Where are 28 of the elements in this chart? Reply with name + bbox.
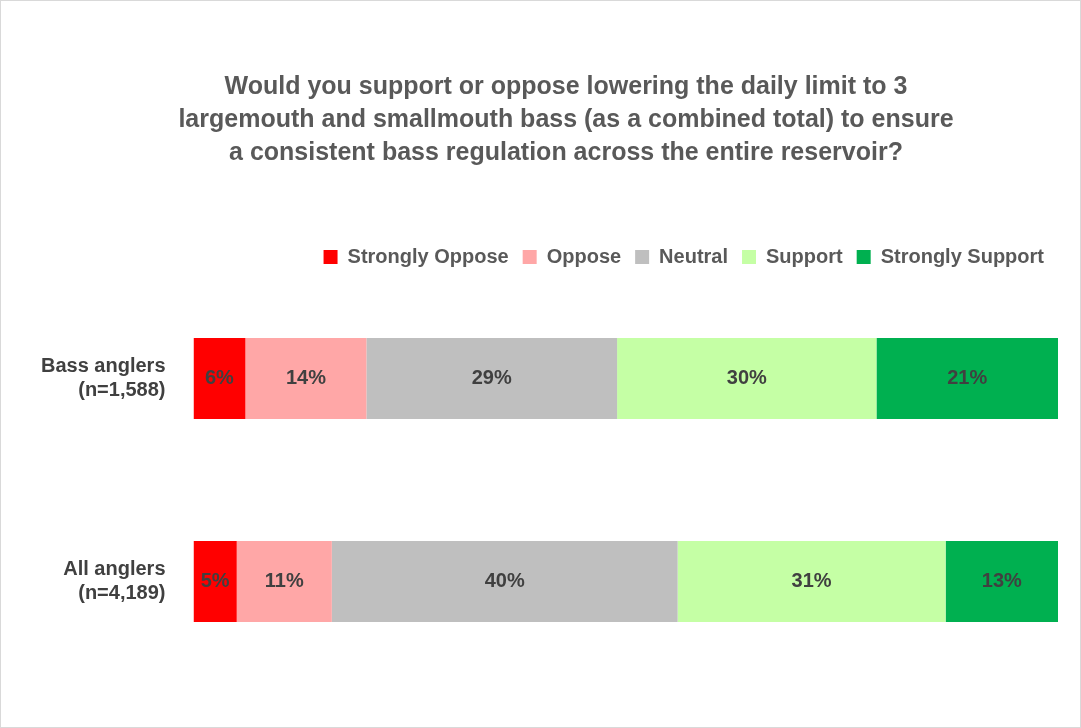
chart-title: Would you support or oppose lowering the daily limit to 3 largemouth and smallmouth bass (as a combined total) to ensure a consistent bass regulation across the entire reservoir? xyxy=(177,70,955,167)
legend-label: Neutral xyxy=(659,244,729,267)
data-label: 21% xyxy=(947,366,988,389)
bar xyxy=(245,337,367,420)
y-tick-label: Bass anglers (n=1,588) xyxy=(41,354,166,401)
legend-label: Oppose xyxy=(546,244,622,267)
data-label: 40% xyxy=(484,569,525,592)
data-label: 6% xyxy=(204,366,235,389)
bar xyxy=(331,540,678,623)
data-label: 5% xyxy=(200,569,230,592)
bar xyxy=(617,337,877,420)
legend-label: Strongly Oppose xyxy=(347,244,509,267)
data-label: 31% xyxy=(791,569,832,592)
y-tick-label: All anglers (n=4,189) xyxy=(63,557,166,604)
bar xyxy=(677,540,946,623)
legend-label: Strongly Support xyxy=(880,244,1045,267)
data-label: 13% xyxy=(981,569,1023,592)
bar xyxy=(193,540,237,623)
bar xyxy=(876,337,1058,420)
bar xyxy=(366,337,618,420)
data-label: 30% xyxy=(726,366,768,389)
bar xyxy=(193,337,246,420)
bar xyxy=(236,540,332,623)
data-label: 14% xyxy=(285,366,327,389)
data-label: 29% xyxy=(471,366,512,389)
legend-label: Support xyxy=(766,244,844,267)
bar xyxy=(945,540,1058,623)
data-label: 11% xyxy=(264,569,304,592)
